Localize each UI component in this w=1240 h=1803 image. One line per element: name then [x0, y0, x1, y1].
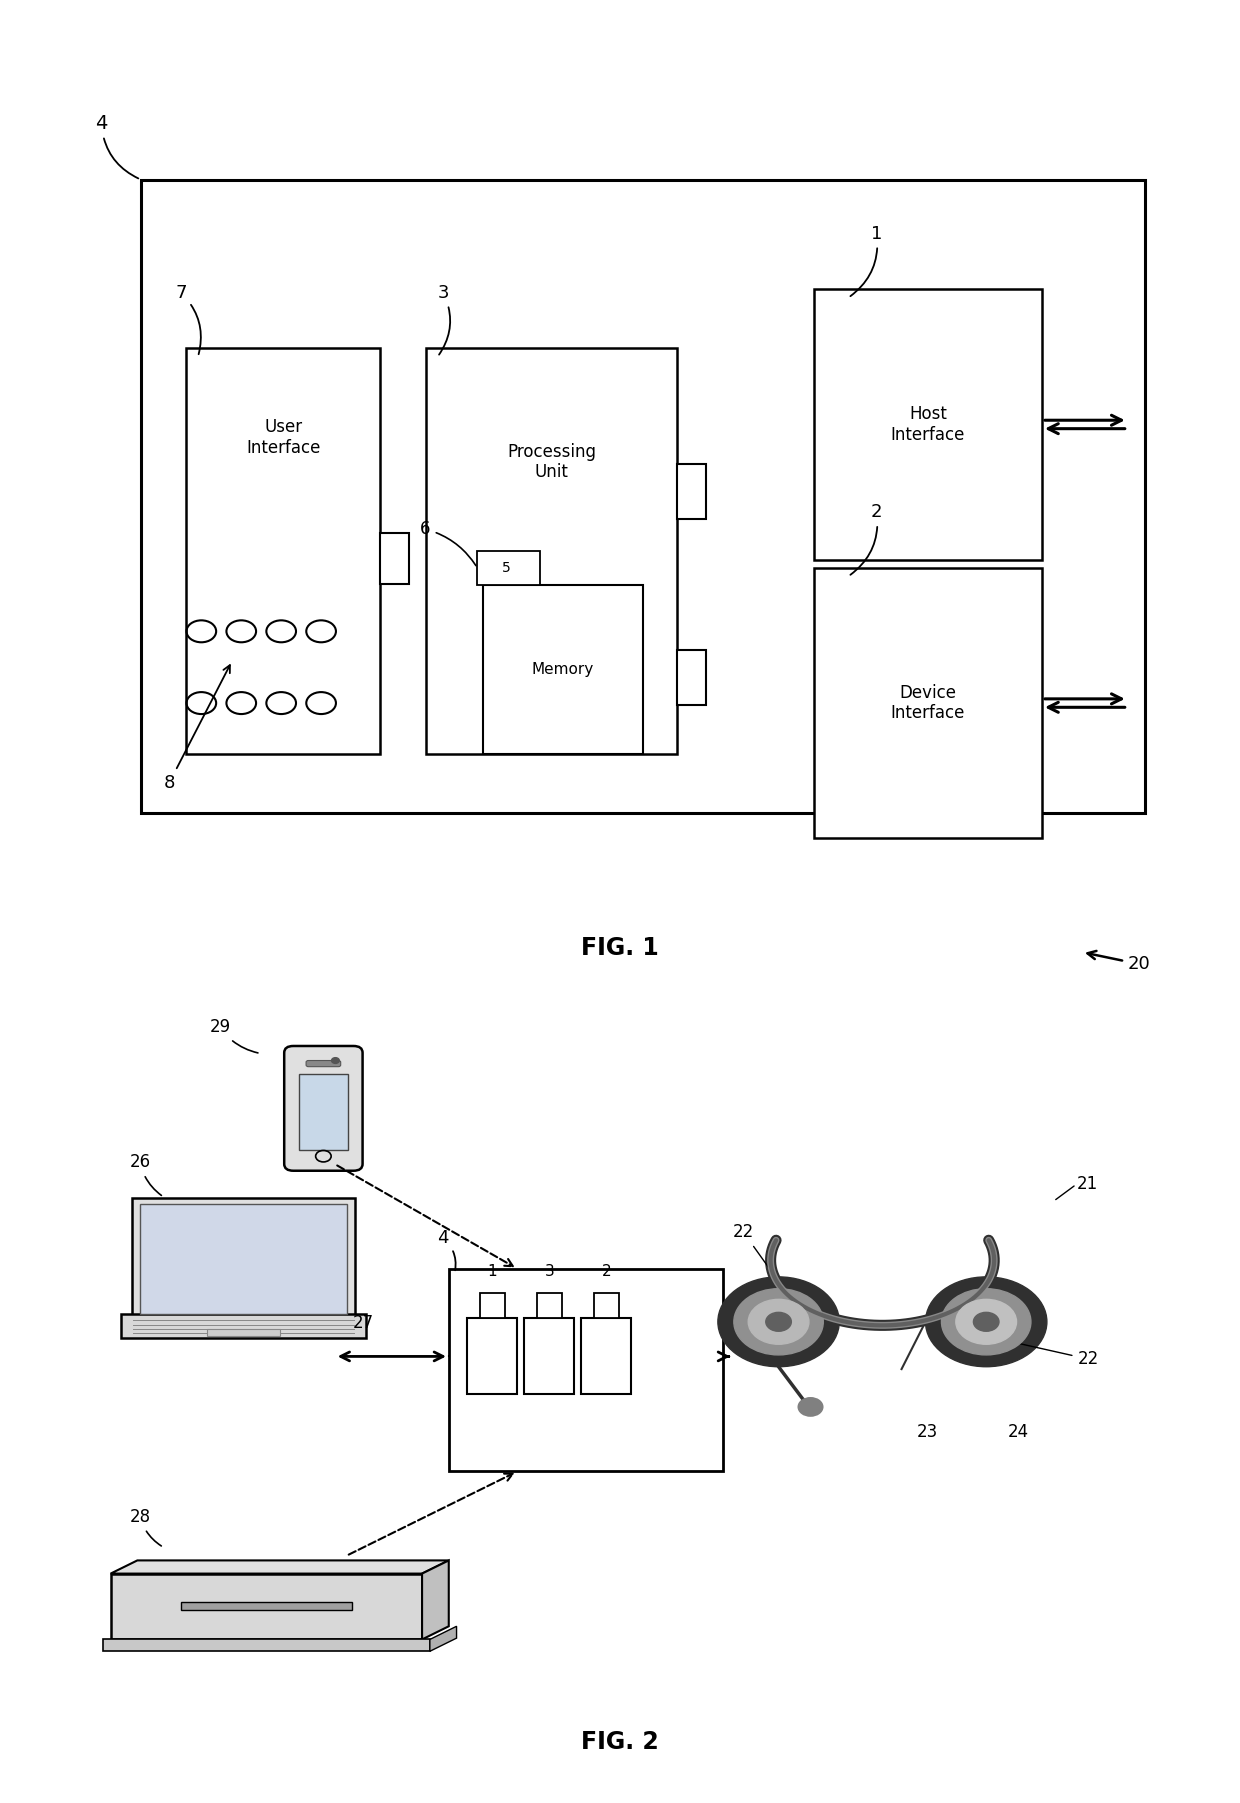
Text: 8: 8 — [164, 665, 229, 792]
Text: 4: 4 — [95, 114, 139, 178]
FancyBboxPatch shape — [427, 348, 677, 754]
Circle shape — [734, 1289, 823, 1354]
Text: 21: 21 — [1076, 1176, 1097, 1194]
FancyBboxPatch shape — [537, 1293, 562, 1318]
FancyBboxPatch shape — [594, 1293, 619, 1318]
Text: Device
Interface: Device Interface — [890, 683, 965, 723]
FancyBboxPatch shape — [284, 1046, 362, 1170]
Circle shape — [925, 1277, 1047, 1367]
FancyBboxPatch shape — [813, 568, 1042, 838]
FancyBboxPatch shape — [484, 584, 642, 754]
Text: 4: 4 — [438, 1230, 455, 1271]
FancyBboxPatch shape — [133, 1199, 355, 1320]
FancyBboxPatch shape — [381, 534, 409, 584]
Text: 28: 28 — [129, 1507, 161, 1545]
Text: 2: 2 — [601, 1264, 611, 1280]
Text: 3: 3 — [544, 1264, 554, 1280]
Polygon shape — [110, 1560, 449, 1574]
Text: Host
Interface: Host Interface — [890, 406, 965, 444]
FancyBboxPatch shape — [677, 651, 706, 705]
Text: 25: 25 — [740, 1314, 761, 1332]
Text: 26: 26 — [129, 1154, 161, 1195]
Circle shape — [748, 1300, 808, 1345]
FancyBboxPatch shape — [126, 1320, 361, 1323]
Circle shape — [331, 1058, 340, 1064]
Circle shape — [799, 1397, 822, 1415]
Text: 22: 22 — [733, 1224, 800, 1311]
FancyBboxPatch shape — [525, 1318, 574, 1394]
FancyBboxPatch shape — [306, 1060, 341, 1067]
Circle shape — [766, 1313, 791, 1331]
FancyBboxPatch shape — [477, 552, 541, 584]
Text: 29: 29 — [210, 1019, 258, 1053]
Text: 5: 5 — [501, 561, 511, 575]
FancyBboxPatch shape — [181, 1601, 352, 1610]
Text: 24: 24 — [1008, 1423, 1029, 1441]
Text: 2: 2 — [851, 503, 883, 575]
Text: 22: 22 — [1001, 1340, 1099, 1368]
Circle shape — [973, 1313, 999, 1331]
Text: 20: 20 — [1087, 950, 1151, 974]
FancyBboxPatch shape — [813, 288, 1042, 559]
FancyBboxPatch shape — [480, 1293, 505, 1318]
Text: 6: 6 — [420, 521, 476, 566]
FancyBboxPatch shape — [207, 1329, 280, 1336]
Text: Processing
Unit: Processing Unit — [507, 442, 596, 481]
Text: Memory: Memory — [532, 662, 594, 676]
Circle shape — [956, 1300, 1017, 1345]
Circle shape — [718, 1277, 839, 1367]
Text: 1: 1 — [851, 225, 883, 296]
FancyBboxPatch shape — [582, 1318, 631, 1394]
FancyBboxPatch shape — [140, 1204, 347, 1314]
FancyBboxPatch shape — [141, 180, 1145, 813]
Text: User
Interface: User Interface — [247, 418, 321, 456]
Text: 3: 3 — [438, 283, 450, 355]
FancyBboxPatch shape — [186, 348, 381, 754]
Text: FIG. 2: FIG. 2 — [582, 1729, 658, 1754]
Text: 7: 7 — [175, 283, 201, 353]
Polygon shape — [430, 1626, 456, 1652]
FancyBboxPatch shape — [467, 1318, 517, 1394]
Polygon shape — [422, 1560, 449, 1639]
FancyBboxPatch shape — [110, 1574, 422, 1639]
FancyBboxPatch shape — [449, 1269, 723, 1471]
FancyBboxPatch shape — [677, 463, 706, 519]
Text: 23: 23 — [916, 1423, 937, 1441]
Circle shape — [941, 1289, 1030, 1354]
Text: FIG. 1: FIG. 1 — [582, 936, 658, 959]
FancyBboxPatch shape — [299, 1075, 347, 1150]
Text: 27: 27 — [352, 1314, 374, 1332]
Text: 1: 1 — [487, 1264, 497, 1280]
FancyBboxPatch shape — [122, 1314, 366, 1338]
FancyBboxPatch shape — [103, 1639, 430, 1652]
